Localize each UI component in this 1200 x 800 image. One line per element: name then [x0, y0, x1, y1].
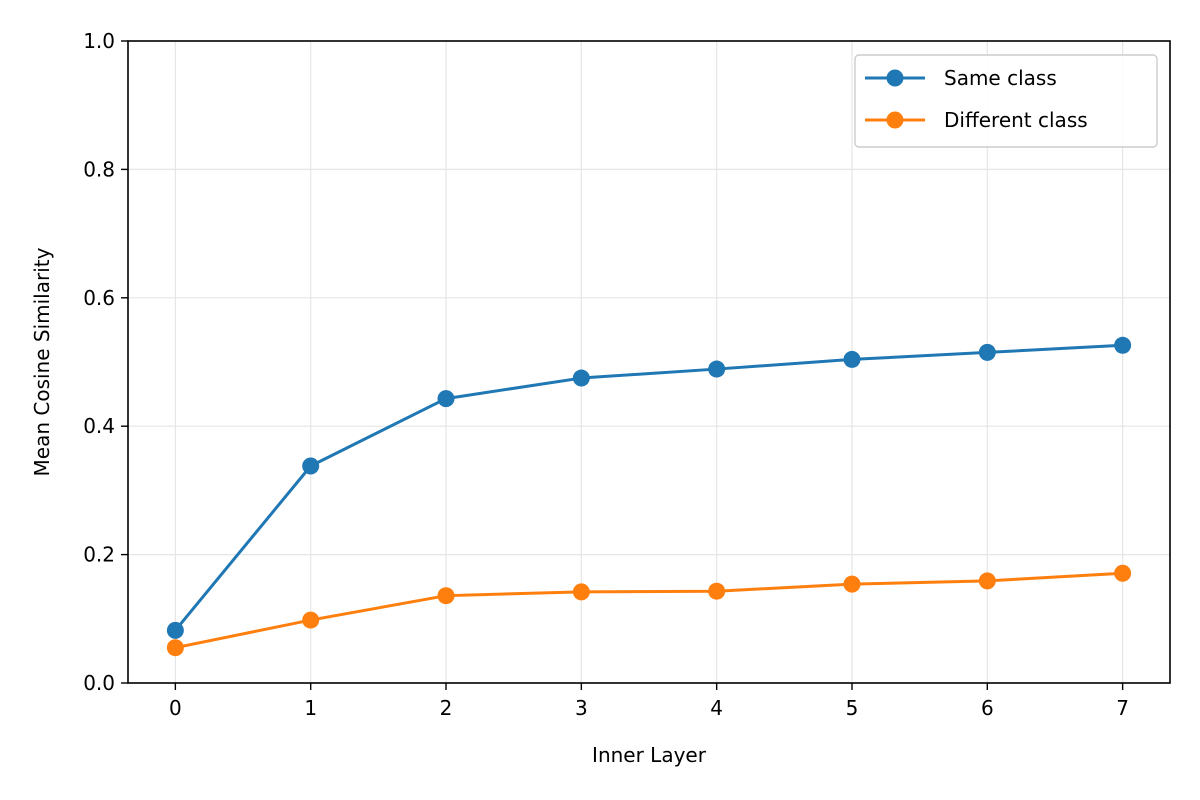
y-tick-label: 0.2 [83, 543, 115, 567]
x-tick-label: 6 [981, 696, 994, 720]
x-tick-label: 3 [575, 696, 588, 720]
data-point [437, 390, 455, 408]
data-point [302, 457, 320, 475]
data-point [166, 621, 184, 639]
data-point [708, 360, 726, 378]
y-tick-label: 1.0 [83, 29, 115, 53]
legend-marker [886, 69, 904, 87]
data-point [978, 572, 996, 590]
data-point [437, 587, 455, 605]
data-point [302, 611, 320, 629]
y-tick-label: 0.4 [83, 414, 115, 438]
series-line-0 [174, 343, 1123, 632]
data-point [708, 582, 726, 600]
legend-box [854, 54, 1158, 148]
data-point [843, 575, 861, 593]
data-point [978, 343, 996, 361]
plot-frame [127, 40, 1171, 684]
axis-ticks: 0 1 2 3 4 5 6 7 0.0 0.2 0.4 0.6 0.8 1.0 [83, 29, 1129, 720]
legend: Same class Different class [854, 54, 1158, 148]
y-tick-label: 0.8 [83, 157, 115, 181]
data-point [572, 583, 590, 601]
y-tick-label: 0.0 [83, 671, 115, 695]
data-point [572, 369, 590, 387]
data-point [1114, 564, 1132, 582]
data-point [166, 639, 184, 657]
series-layer [166, 336, 1132, 657]
x-tick-label: 7 [1116, 696, 1129, 720]
legend-marker [886, 111, 904, 129]
series-line-1 [175, 571, 1123, 650]
data-point [1114, 336, 1132, 354]
x-tick-label: 2 [440, 696, 453, 720]
x-tick-label: 4 [710, 696, 723, 720]
x-tick-label: 0 [169, 696, 182, 720]
y-tick-label: 0.6 [83, 286, 115, 310]
y-axis-label: Mean Cosine Similarity [30, 247, 54, 476]
data-point [843, 350, 861, 368]
x-axis-label: Inner Layer [592, 743, 707, 767]
x-tick-label: 1 [304, 696, 317, 720]
legend-label: Different class [944, 108, 1088, 132]
x-tick-label: 5 [846, 696, 859, 720]
legend-label: Same class [944, 66, 1057, 90]
